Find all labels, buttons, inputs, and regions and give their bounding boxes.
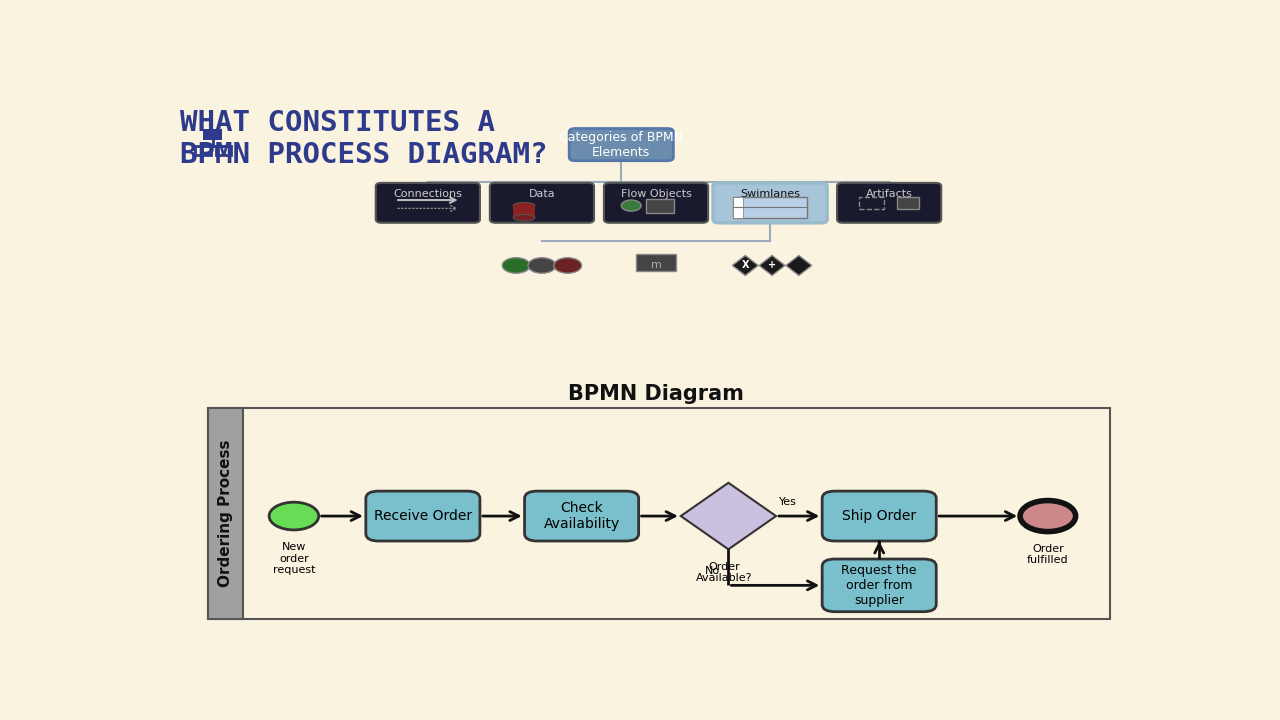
FancyBboxPatch shape bbox=[822, 491, 936, 541]
Bar bbox=[202, 129, 223, 140]
Bar bbox=[207, 408, 243, 618]
Text: Ship Order: Ship Order bbox=[842, 509, 916, 523]
Circle shape bbox=[502, 258, 530, 273]
Text: Check
Availability: Check Availability bbox=[544, 501, 620, 531]
Text: Order
fulfilled: Order fulfilled bbox=[1027, 544, 1069, 565]
Text: Artifacts: Artifacts bbox=[865, 189, 913, 199]
FancyBboxPatch shape bbox=[376, 183, 480, 222]
Text: New
order
request: New order request bbox=[273, 542, 315, 575]
Text: Categories of BPMN
Elements: Categories of BPMN Elements bbox=[559, 130, 684, 158]
Text: +: + bbox=[768, 261, 776, 271]
Ellipse shape bbox=[513, 202, 535, 209]
Circle shape bbox=[621, 200, 641, 211]
Text: X: X bbox=[741, 261, 749, 271]
Bar bbox=[733, 197, 808, 217]
Text: Data: Data bbox=[529, 189, 556, 199]
Bar bbox=[513, 206, 535, 217]
Bar bbox=[636, 254, 676, 271]
Text: BPMN Diagram: BPMN Diagram bbox=[568, 384, 744, 404]
Text: Connections: Connections bbox=[393, 189, 462, 199]
Text: WHAT CONSTITUTES A
BPMN PROCESS DIAGRAM?: WHAT CONSTITUTES A BPMN PROCESS DIAGRAM? bbox=[179, 109, 547, 169]
Text: Flow Objects: Flow Objects bbox=[621, 189, 691, 199]
Bar bbox=[646, 199, 673, 213]
FancyBboxPatch shape bbox=[837, 183, 941, 222]
Text: Request the
order from
supplier: Request the order from supplier bbox=[841, 564, 916, 607]
Polygon shape bbox=[759, 256, 785, 276]
Text: Receive Order: Receive Order bbox=[374, 509, 472, 523]
Ellipse shape bbox=[513, 215, 535, 221]
Bar bbox=[207, 408, 1110, 618]
Polygon shape bbox=[732, 256, 758, 276]
Text: Order
Available?: Order Available? bbox=[696, 562, 753, 583]
Text: No: No bbox=[705, 567, 721, 577]
FancyBboxPatch shape bbox=[525, 491, 639, 541]
Text: m: m bbox=[650, 261, 662, 271]
Polygon shape bbox=[681, 483, 776, 549]
FancyBboxPatch shape bbox=[604, 183, 708, 222]
FancyBboxPatch shape bbox=[822, 559, 936, 612]
Text: Swimlanes: Swimlanes bbox=[740, 189, 800, 199]
Circle shape bbox=[269, 503, 319, 530]
FancyBboxPatch shape bbox=[713, 183, 827, 222]
Bar bbox=[859, 197, 884, 210]
Text: Ordering Process: Ordering Process bbox=[218, 439, 233, 587]
FancyBboxPatch shape bbox=[570, 129, 673, 161]
Circle shape bbox=[1020, 500, 1075, 531]
FancyBboxPatch shape bbox=[490, 183, 594, 222]
Bar bbox=[195, 145, 211, 155]
Circle shape bbox=[554, 258, 581, 273]
FancyBboxPatch shape bbox=[366, 491, 480, 541]
Polygon shape bbox=[786, 256, 812, 276]
Bar bbox=[215, 145, 232, 155]
Circle shape bbox=[529, 258, 556, 273]
Bar bbox=[897, 197, 919, 210]
Bar bbox=[733, 197, 742, 217]
Text: Yes: Yes bbox=[780, 498, 797, 507]
